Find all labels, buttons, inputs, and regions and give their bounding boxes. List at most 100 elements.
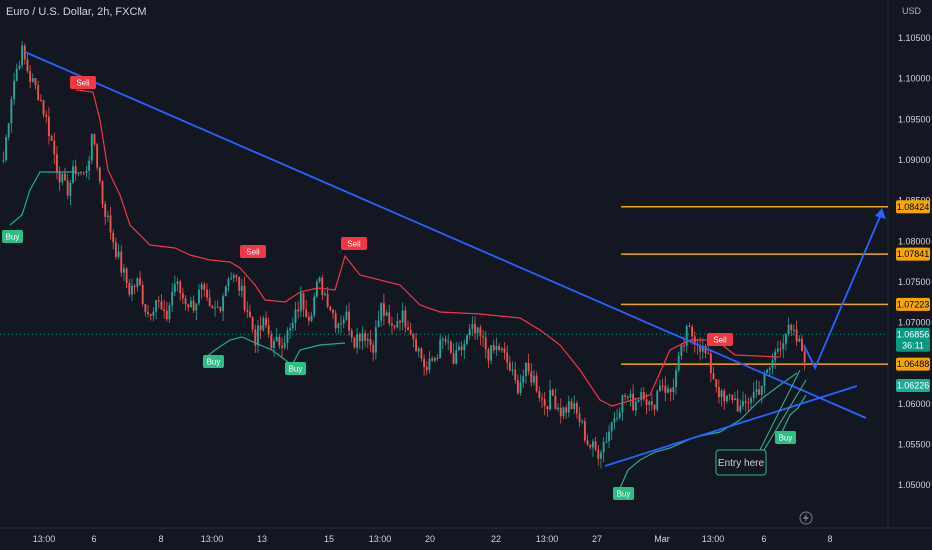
y-tick-label: 1.08000 bbox=[898, 236, 931, 246]
sell-signal-label: Sell bbox=[713, 336, 727, 345]
candle-body bbox=[466, 335, 468, 344]
flash-icon[interactable] bbox=[799, 511, 813, 525]
candle-body bbox=[257, 325, 259, 346]
candle-body bbox=[332, 309, 334, 314]
candle-body bbox=[190, 300, 192, 308]
projection-arrowhead bbox=[875, 208, 886, 219]
candle-body bbox=[712, 373, 715, 380]
candle-body bbox=[701, 346, 704, 352]
candle-body bbox=[541, 397, 543, 400]
candle-body bbox=[144, 303, 147, 313]
candle-body bbox=[608, 431, 610, 442]
candle-body bbox=[206, 289, 208, 298]
candle-body bbox=[374, 327, 377, 353]
candle-body bbox=[13, 80, 15, 100]
ascending-trendline bbox=[604, 385, 858, 467]
candle-body bbox=[616, 417, 618, 419]
candle-body bbox=[377, 320, 380, 328]
buy-signal-badge bbox=[285, 362, 306, 375]
y-tick-label: 1.05500 bbox=[898, 440, 931, 450]
candle-body bbox=[393, 325, 396, 328]
candle-body bbox=[324, 293, 326, 296]
candle-body bbox=[227, 278, 230, 286]
candle-body bbox=[72, 166, 74, 183]
price-label-current bbox=[896, 327, 930, 352]
buy-signal-badge bbox=[203, 355, 224, 368]
candle-body bbox=[618, 412, 621, 418]
candle-body bbox=[621, 395, 624, 413]
candle-body bbox=[155, 300, 158, 312]
candle-body bbox=[549, 389, 551, 409]
x-tick-label: 27 bbox=[592, 534, 602, 544]
candle-body bbox=[516, 380, 519, 394]
candle-body bbox=[460, 346, 463, 351]
candle-body bbox=[650, 401, 653, 405]
candle-body bbox=[380, 303, 383, 321]
candle-body bbox=[766, 369, 769, 374]
candle-body bbox=[562, 407, 565, 417]
candle-body bbox=[452, 352, 455, 364]
candle-body bbox=[141, 285, 144, 304]
price-label-level bbox=[896, 297, 930, 311]
sell-signal-badge bbox=[707, 333, 733, 346]
candle-body bbox=[793, 329, 795, 331]
candle-body bbox=[173, 283, 176, 293]
candle-body bbox=[93, 134, 96, 145]
candle-body bbox=[535, 375, 538, 392]
candle-body bbox=[626, 396, 629, 398]
candle-body bbox=[273, 341, 275, 348]
candle-body bbox=[468, 328, 471, 336]
price-label-level bbox=[896, 247, 930, 261]
candle-body bbox=[42, 100, 45, 115]
candle-body bbox=[58, 171, 61, 183]
candle-body bbox=[222, 296, 225, 312]
x-tick-label: 13:00 bbox=[33, 534, 56, 544]
candle-body bbox=[747, 402, 750, 404]
candle-body bbox=[476, 327, 479, 334]
x-tick-label: 13:00 bbox=[201, 534, 224, 544]
candle-body bbox=[602, 441, 605, 453]
candle-body bbox=[441, 338, 444, 340]
candle-body bbox=[112, 232, 115, 243]
candle-body bbox=[557, 407, 560, 410]
candle-body bbox=[369, 338, 372, 345]
candle-body bbox=[181, 293, 184, 299]
candle-body bbox=[790, 324, 793, 331]
candle-body bbox=[82, 172, 85, 174]
x-tick-label: Mar bbox=[654, 534, 670, 544]
candle-body bbox=[356, 334, 359, 348]
time-axis[interactable]: 13:00 6 8 13:00 13 15 13:00 20 22 13:00 27 Mar 13:00… bbox=[33, 534, 833, 544]
candle-body bbox=[610, 422, 613, 432]
candle-body bbox=[53, 140, 56, 155]
price-label-text: 1.07841 bbox=[897, 249, 930, 259]
candle-body bbox=[149, 314, 152, 316]
candle-body bbox=[458, 346, 460, 350]
candle-body bbox=[334, 313, 337, 329]
candle-body bbox=[795, 329, 798, 342]
candle-body bbox=[592, 441, 594, 448]
candle-body bbox=[565, 407, 568, 413]
candle-body bbox=[106, 215, 109, 217]
candle-body bbox=[723, 390, 726, 402]
candle-body bbox=[109, 215, 112, 233]
candle-body bbox=[291, 323, 294, 329]
buy-signal-label: Buy bbox=[6, 233, 20, 242]
candle-body bbox=[214, 307, 216, 309]
y-tick-label: 1.10000 bbox=[898, 74, 931, 84]
currency-label: USD bbox=[902, 6, 922, 16]
symbol-title[interactable]: Euro / U.S. Dollar, 2h, FXCM bbox=[6, 6, 147, 18]
candle-body bbox=[179, 281, 182, 294]
candle-body bbox=[123, 268, 125, 273]
candle-body bbox=[5, 137, 7, 161]
candle-body bbox=[415, 339, 417, 352]
candle-body bbox=[680, 345, 683, 356]
candle-body bbox=[21, 45, 24, 66]
buy-signal-label: Buy bbox=[207, 358, 221, 367]
candle-body bbox=[69, 182, 72, 196]
candle-body bbox=[530, 371, 533, 383]
candle-body bbox=[318, 277, 321, 282]
candle-body bbox=[567, 401, 570, 413]
